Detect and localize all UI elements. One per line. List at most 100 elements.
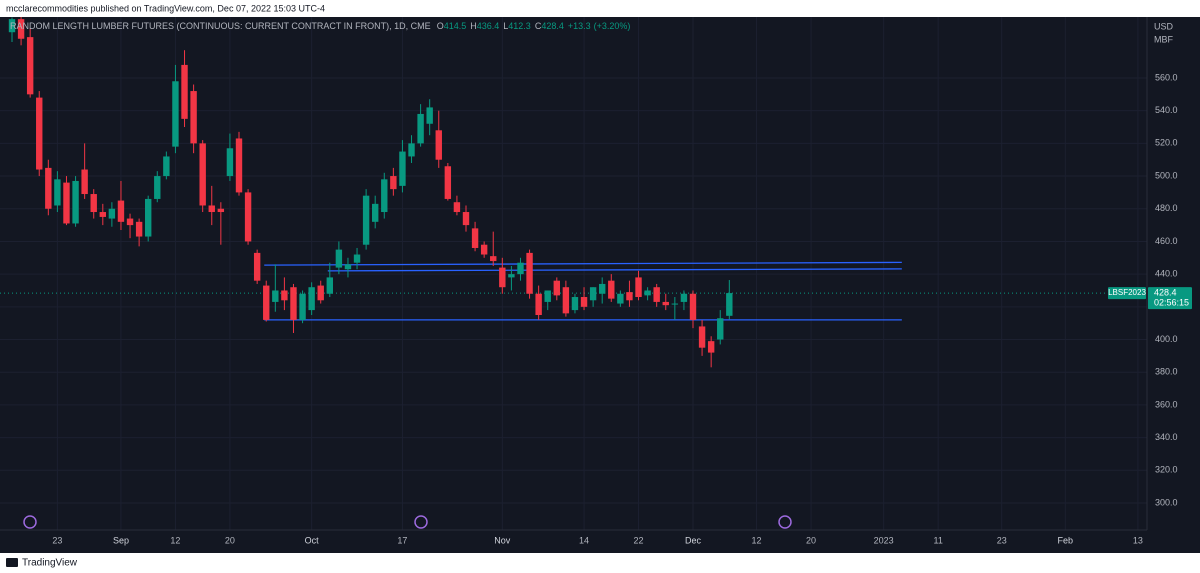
candle-body <box>726 293 733 316</box>
y-tick-label: 360.0 <box>1155 399 1178 409</box>
candle-body <box>81 169 88 195</box>
candle-body <box>362 195 370 245</box>
event-icon[interactable] <box>778 515 792 529</box>
candle-body <box>399 151 406 186</box>
quote-label: O <box>437 21 444 31</box>
candle-body <box>281 290 288 301</box>
drawings <box>0 261 1147 321</box>
candle-body <box>190 91 197 144</box>
symbol-label: LBSF2023 <box>1108 288 1146 297</box>
x-tick-label: 14 <box>579 535 589 545</box>
quote-value: 436.4 <box>477 21 500 31</box>
candle-body <box>335 249 343 268</box>
candle-body <box>680 293 688 302</box>
candle-body <box>608 280 615 299</box>
candle-body <box>671 303 679 305</box>
candle-body <box>453 202 461 213</box>
candle-body <box>717 318 724 340</box>
quote-value: 414.5 <box>444 21 467 31</box>
drawn-line <box>264 261 902 266</box>
candle-body <box>698 326 706 348</box>
candle-body <box>662 301 669 306</box>
candle-body <box>426 107 433 124</box>
candle-body <box>408 143 415 157</box>
x-tick-label: Dec <box>685 535 702 545</box>
event-icon[interactable] <box>414 515 428 529</box>
x-tick-label: Nov <box>494 535 511 545</box>
publisher: mcclarecommodities published on TradingV… <box>6 3 325 13</box>
y-tick-label: 520.0 <box>1155 138 1178 148</box>
y-tick-label: 440.0 <box>1155 269 1178 279</box>
x-tick-label: Oct <box>305 535 320 545</box>
candle-body <box>172 81 179 147</box>
candles <box>8 15 733 368</box>
change: +13.3 <box>568 21 591 31</box>
candle-body <box>36 97 43 170</box>
candle-body <box>490 256 497 262</box>
y-tick-label: 560.0 <box>1155 72 1178 82</box>
candle-body <box>26 37 34 95</box>
candle-body <box>8 19 16 33</box>
quote-label: C <box>535 21 542 31</box>
candle-body <box>154 176 161 199</box>
candle-body <box>145 198 152 237</box>
y-tick-label: 300.0 <box>1155 497 1178 507</box>
candle-body <box>272 290 279 302</box>
candle-body <box>181 64 188 119</box>
event-icons <box>23 515 792 529</box>
y-tick-label: 380.0 <box>1155 367 1178 377</box>
candle-body <box>644 290 651 296</box>
candle-body <box>163 156 170 177</box>
quote-value: 412.3 <box>508 21 531 31</box>
candle-body <box>480 244 488 255</box>
candle-body <box>653 287 660 302</box>
chart-header: RANDOM LENGTH LUMBER FUTURES (CONTINUOUS… <box>10 21 630 31</box>
candle-body <box>589 287 597 301</box>
candle-body <box>707 341 715 353</box>
candle-body <box>253 252 261 281</box>
change-pct: (+3.20%) <box>594 21 631 31</box>
candle-body <box>499 267 506 288</box>
candle-body <box>235 138 243 193</box>
candle-body <box>263 285 270 320</box>
candle-body <box>571 297 579 311</box>
x-tick-label: 23 <box>52 535 62 545</box>
candle-body <box>99 212 106 217</box>
brand: TradingView <box>22 558 78 569</box>
y-tick-label: 460.0 <box>1155 236 1178 246</box>
candle-body <box>535 293 542 315</box>
brand-logo <box>6 558 18 567</box>
x-tick-label: 17 <box>397 535 407 545</box>
candle-body <box>45 167 52 209</box>
candle-body <box>580 297 588 307</box>
symbol-label-box <box>1108 287 1146 300</box>
candle-body <box>72 180 79 224</box>
candle-body <box>553 280 560 296</box>
price-label-box <box>1148 287 1192 310</box>
candle-body <box>217 208 225 213</box>
candle-body <box>517 262 524 275</box>
x-tick-label: 23 <box>997 535 1007 545</box>
drawn-line <box>327 268 902 272</box>
candle-body <box>689 293 697 320</box>
candle-body <box>308 287 315 311</box>
candle-body <box>117 200 125 222</box>
candle-body <box>562 287 570 314</box>
unit: MBF <box>1154 34 1174 44</box>
x-tick-label: 12 <box>170 535 180 545</box>
candle-body <box>462 212 470 226</box>
candle-body <box>199 143 206 206</box>
x-tick-label: 20 <box>806 535 816 545</box>
candle-body <box>599 283 606 294</box>
price-axis <box>1147 17 1200 553</box>
candle-body <box>244 192 252 242</box>
event-icon[interactable] <box>23 515 37 529</box>
candle-body <box>135 221 143 237</box>
candle-body <box>108 208 116 219</box>
y-tick-label: 320.0 <box>1155 465 1178 475</box>
y-tick-label: 540.0 <box>1155 105 1178 115</box>
candle-body <box>226 148 234 177</box>
currency: USD <box>1154 21 1174 31</box>
